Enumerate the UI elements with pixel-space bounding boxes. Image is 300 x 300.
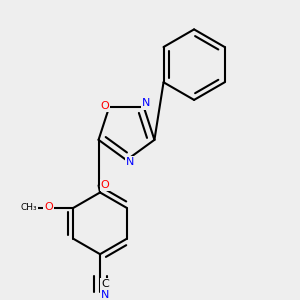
Text: N: N	[142, 98, 150, 109]
Text: C: C	[101, 279, 109, 289]
Text: O: O	[100, 100, 109, 110]
Text: O: O	[100, 180, 109, 190]
Text: N: N	[101, 290, 110, 300]
Text: N: N	[126, 157, 134, 166]
Text: O: O	[44, 202, 53, 212]
Text: CH₃: CH₃	[21, 203, 38, 212]
